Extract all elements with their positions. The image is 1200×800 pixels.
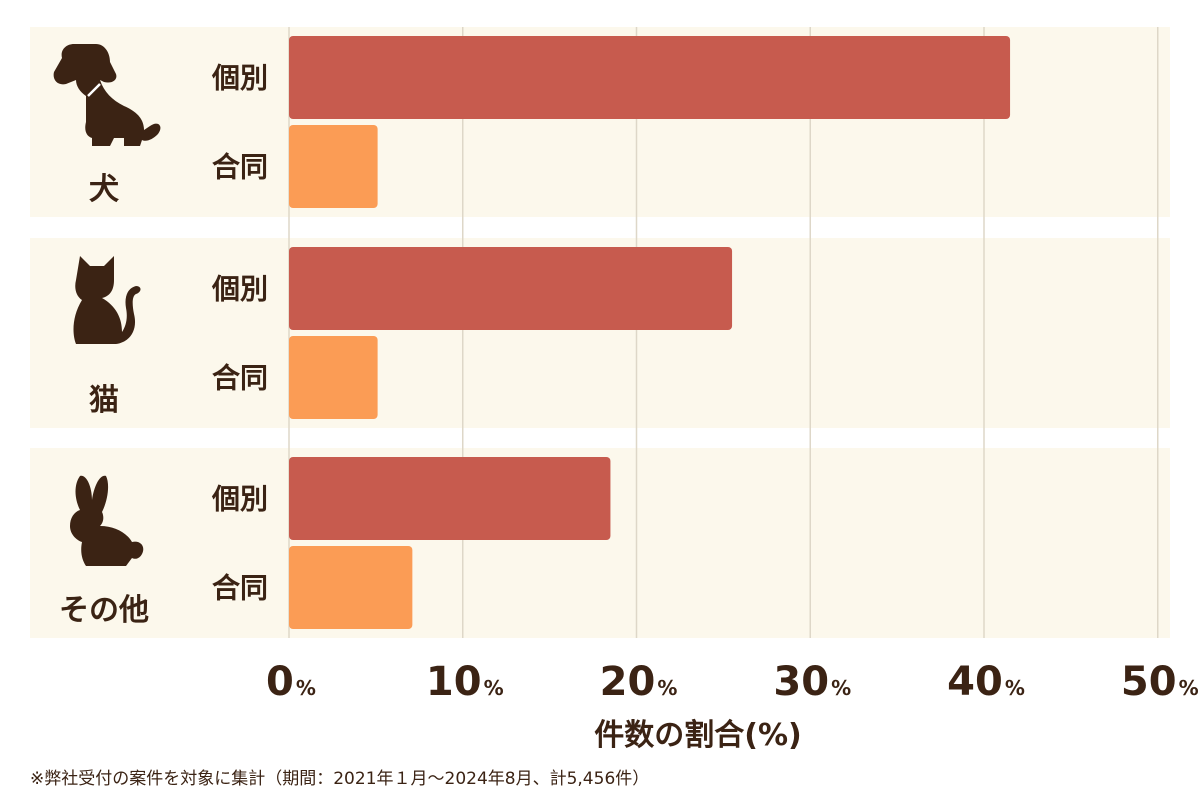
category-label-3: その他: [59, 593, 149, 628]
tick-label-30: 30%: [773, 659, 851, 705]
bar-3-group: [289, 546, 413, 629]
bar-3-individual: [289, 457, 611, 540]
tick-label-20: 20%: [600, 659, 678, 705]
sub-label-2-2: 合同: [212, 362, 268, 395]
tick-label-10: 10%: [426, 659, 504, 705]
bar-1-group: [289, 125, 378, 208]
sub-label-1-2: 合同: [212, 151, 268, 184]
tick-label-0: 0%: [266, 659, 316, 705]
sub-label-3-2: 合同: [212, 572, 268, 605]
bar-2-individual: [289, 247, 733, 330]
rabbit-icon: [70, 475, 144, 566]
tick-label-40: 40%: [947, 659, 1025, 705]
tick-label-50: 50%: [1121, 659, 1199, 705]
sub-label-1-1: 個別: [211, 62, 268, 95]
category-label-2: 猫: [89, 383, 119, 418]
cat-icon: [73, 256, 141, 344]
sub-label-2-1: 個別: [211, 273, 268, 306]
dog-icon: [53, 44, 161, 146]
sub-label-3-1: 個別: [211, 483, 268, 516]
bar-2-group: [289, 336, 378, 419]
category-label-1: 犬: [89, 172, 119, 207]
x-axis-title: 件数の割合(%): [594, 718, 801, 753]
footnote: ※弊社受付の案件を対象に集計（期間：2021年１月～2024年8月、計5,456…: [30, 769, 650, 789]
bar-1-individual: [289, 36, 1011, 119]
